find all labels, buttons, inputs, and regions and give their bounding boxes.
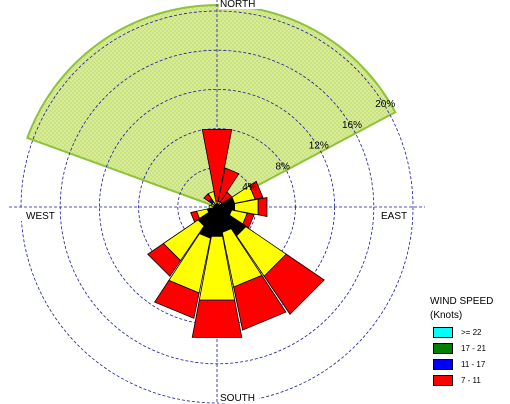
legend-item: >= 22 bbox=[430, 326, 510, 339]
petal-segment-ssw bbox=[154, 279, 200, 319]
legend: WIND SPEED (Knots) >= 22 17 - 21 11 - 17 7 … bbox=[430, 295, 510, 387]
petal-segment-se bbox=[263, 253, 325, 315]
legend-title: WIND SPEED bbox=[430, 296, 494, 307]
petal-s bbox=[191, 206, 243, 338]
calm-sector-layer bbox=[26, 4, 397, 209]
petal-se bbox=[216, 206, 325, 315]
calm-sector bbox=[26, 4, 397, 209]
legend-item: 7 - 11 bbox=[430, 374, 510, 387]
petal-segment-ese bbox=[242, 212, 255, 229]
petal-segment-nne bbox=[217, 167, 240, 203]
label-bg bbox=[19, 209, 53, 221]
legend-items: >= 22 17 - 21 11 - 17 7 - 11 bbox=[430, 326, 510, 387]
label-bg bbox=[219, 391, 259, 403]
petal-segment-sw bbox=[147, 242, 182, 277]
legend-units: (Knots) bbox=[430, 310, 463, 321]
ring-label-16: 16% bbox=[342, 120, 362, 131]
west-label: WEST bbox=[26, 211, 55, 222]
ring-label-8: 8% bbox=[275, 161, 290, 172]
legend-swatch bbox=[433, 359, 453, 370]
label-layer: NORTH SOUTH EAST WEST 4% 8% 12% 16% 20% bbox=[19, 0, 411, 404]
south-label: SOUTH bbox=[220, 393, 255, 404]
legend-item: 11 - 17 bbox=[430, 358, 510, 371]
petal-sse bbox=[216, 206, 287, 331]
petal-segment-sse bbox=[233, 274, 287, 331]
petal-ssw bbox=[154, 206, 218, 319]
legend-label: 7 - 11 bbox=[461, 376, 481, 385]
petal-nnw bbox=[207, 190, 218, 208]
legend-swatch bbox=[433, 343, 453, 354]
north-label: NORTH bbox=[220, 0, 255, 10]
ring-label-4: 4% bbox=[242, 182, 257, 193]
east-label: EAST bbox=[381, 211, 407, 222]
petal-layer bbox=[147, 129, 325, 338]
legend-swatch bbox=[433, 327, 453, 338]
petal-segment-n bbox=[201, 129, 233, 202]
petal-segment-ene bbox=[249, 180, 264, 200]
petal-segment-nnw bbox=[207, 190, 217, 205]
petal-sw bbox=[147, 206, 218, 277]
petal-segment-s bbox=[191, 299, 243, 338]
petal-wsw bbox=[190, 206, 218, 223]
legend-swatch bbox=[433, 375, 453, 386]
ring-label-12: 12% bbox=[309, 141, 329, 152]
petal-segment-e bbox=[257, 197, 268, 217]
legend-label: 17 - 21 bbox=[461, 344, 486, 353]
legend-item: 17 - 21 bbox=[430, 342, 510, 355]
petal-segment-wsw bbox=[190, 210, 200, 223]
petal-e bbox=[216, 197, 268, 217]
legend-label: 11 - 17 bbox=[461, 360, 486, 369]
legend-label: >= 22 bbox=[461, 328, 482, 337]
label-bg bbox=[219, 0, 261, 9]
label-bg bbox=[379, 209, 411, 221]
ring-label-20: 20% bbox=[375, 99, 395, 110]
